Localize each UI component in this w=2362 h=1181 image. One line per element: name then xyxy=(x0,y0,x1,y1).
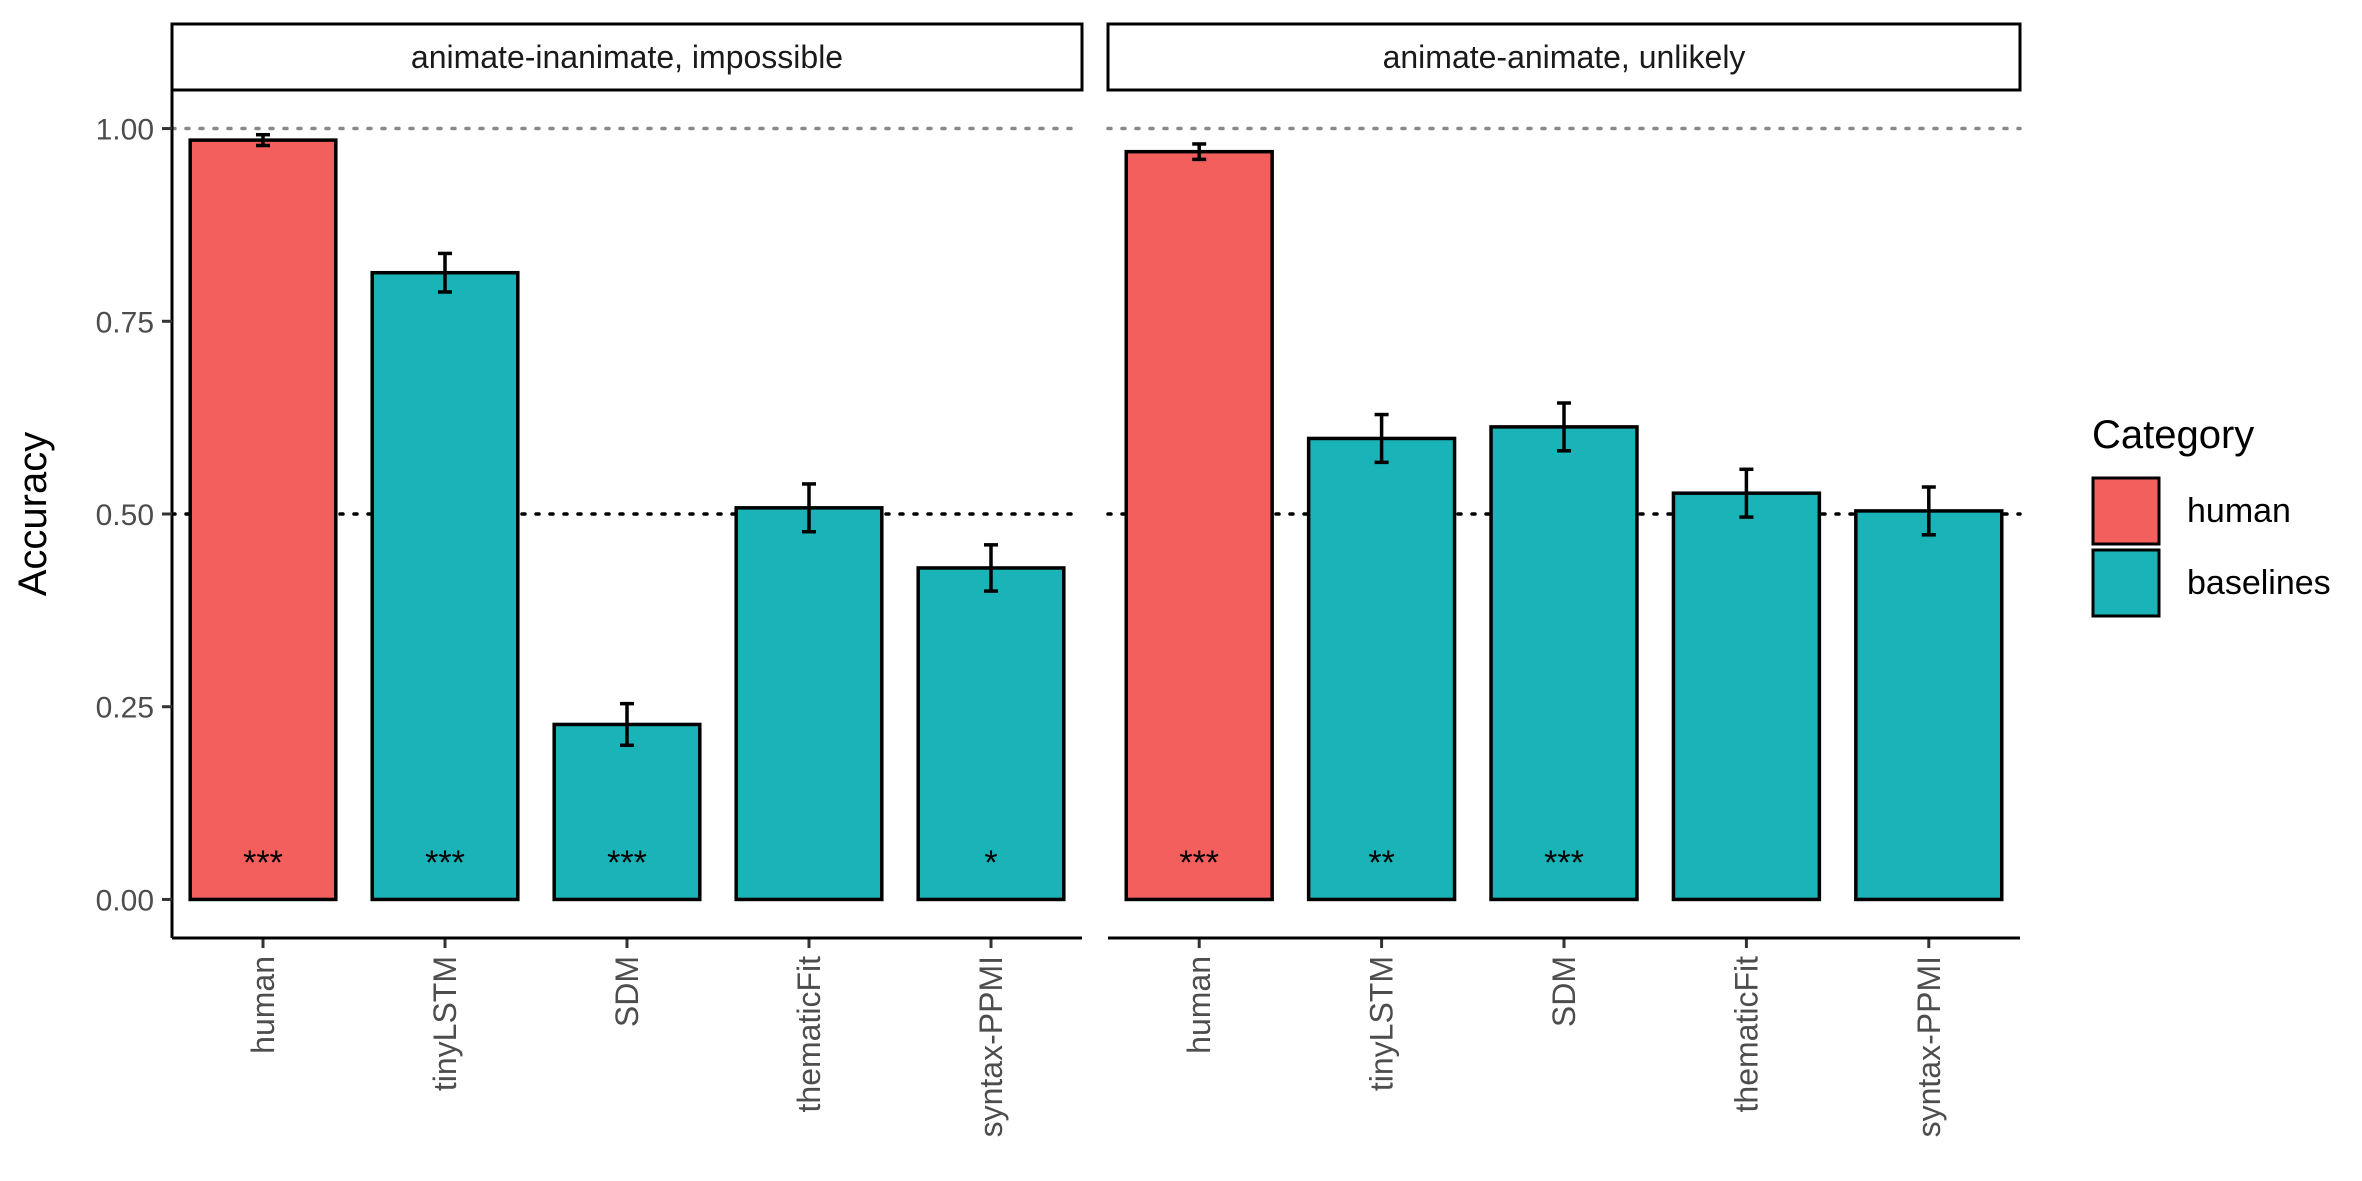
x-tick-label: thematicFit xyxy=(791,956,827,1113)
significance-label: * xyxy=(984,844,997,882)
bar-SDM xyxy=(1489,425,1639,902)
legend: Category human baselines xyxy=(2091,413,2331,618)
legend-key-human xyxy=(2091,476,2161,546)
x-tick-label: thematicFit xyxy=(1728,956,1764,1113)
x-tick-label: human xyxy=(1181,956,1217,1054)
bar-SDM xyxy=(552,722,702,902)
panel-2: animate-animate, unlikely *** human ** tinyL… xyxy=(1106,22,2022,1137)
y-tick-label: 0.75 xyxy=(96,306,154,339)
bar-thematicFit xyxy=(1671,491,1822,902)
legend-label: human xyxy=(2187,492,2291,530)
y-axis-title: Accuracy xyxy=(11,432,55,597)
bar-human xyxy=(1124,149,1274,902)
significance-label: *** xyxy=(425,844,465,882)
significance-label: *** xyxy=(1544,844,1584,882)
legend-title: Category xyxy=(2092,413,2254,457)
bar-thematicFit xyxy=(734,506,884,902)
y-tick-label: 0.50 xyxy=(96,499,154,532)
x-tick-label: syntax-PPMI xyxy=(973,956,1009,1137)
significance-label: *** xyxy=(243,844,283,882)
x-tick-label: tinyLSTM xyxy=(427,956,463,1091)
y-tick-label: 0.25 xyxy=(96,692,154,725)
bar-tinyLSTM xyxy=(370,270,520,902)
x-tick-label: SDM xyxy=(1546,956,1582,1027)
panel-title: animate-animate, unlikely xyxy=(1383,39,1746,75)
significance-label: *** xyxy=(1179,844,1219,882)
panel-title: animate-inanimate, impossible xyxy=(411,39,843,75)
significance-label: *** xyxy=(607,844,647,882)
x-tick-label: syntax-PPMI xyxy=(1911,956,1947,1137)
legend-key-baselines xyxy=(2091,548,2161,618)
bar-tinyLSTM xyxy=(1306,436,1457,902)
legend-label: baselines xyxy=(2187,564,2331,602)
bar-syntax-PPMI xyxy=(1854,509,2004,902)
y-tick-label: 0.00 xyxy=(96,884,154,917)
panel-strip xyxy=(1106,22,2022,92)
x-tick-label: human xyxy=(245,956,281,1054)
significance-label: ** xyxy=(1368,844,1394,882)
bar-human xyxy=(188,138,338,902)
x-tick-label: tinyLSTM xyxy=(1364,956,1400,1091)
y-tick-label: 1.00 xyxy=(96,114,154,147)
panel-1: animate-inanimate, impossible***human***… xyxy=(96,22,1084,1137)
panel-strip xyxy=(170,22,1084,92)
panels: animate-inanimate, impossible***human***… xyxy=(96,22,2022,1137)
bar-syntax-PPMI xyxy=(916,566,1066,902)
x-tick-label: SDM xyxy=(609,956,645,1027)
